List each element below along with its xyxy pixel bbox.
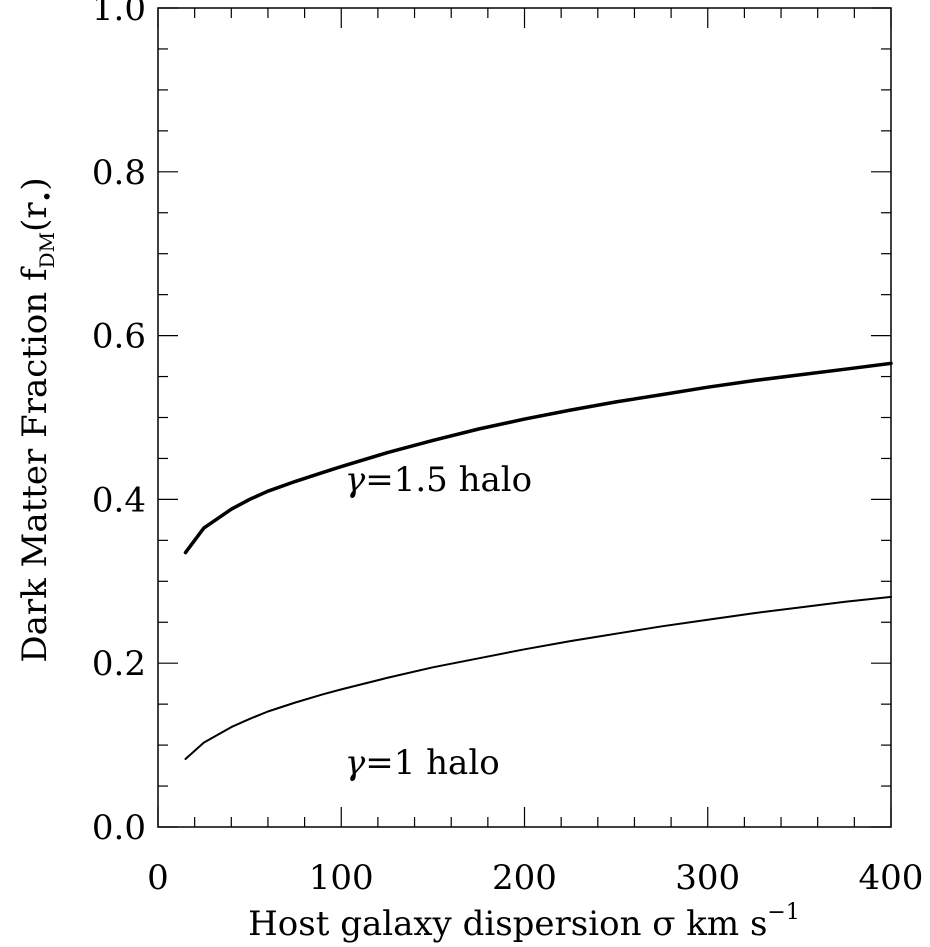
y-axis-label-close: ): [15, 177, 55, 190]
y-axis-label: Dark Matter Fraction fDM(r•): [15, 177, 59, 662]
axis-tick-labels: 0 100 200 300 400 0.0 0.2 0.4 0.6 0.8 1.0: [92, 0, 924, 898]
y-tick-label: 0.0: [92, 808, 146, 848]
series-label-greek: γ: [345, 460, 366, 500]
x-axis-label-text: Host galaxy dispersion σ km s: [248, 904, 767, 944]
series-label-gamma-1-5: γ=1.5 halo: [345, 460, 532, 500]
x-axis-label-exponent: −1: [767, 900, 799, 925]
series-line-gamma-1-5: [183, 361, 893, 555]
y-axis-label-tail: (r: [15, 202, 55, 232]
x-axis-label: Host galaxy dispersion σ km s−1: [248, 900, 800, 944]
axis-ticks: [157, 7, 892, 828]
y-axis-label-star: •: [35, 191, 59, 203]
x-tick-label: 0: [147, 858, 169, 898]
x-tick-label: 300: [675, 858, 740, 898]
y-tick-label: 0.2: [92, 644, 146, 684]
y-tick-label: 1.0: [92, 0, 146, 29]
y-axis-label-subscript: DM: [35, 232, 59, 269]
series-label-rest: =1.5 halo: [365, 460, 532, 500]
series-label-rest: =1 halo: [365, 743, 499, 783]
x-tick-label: 100: [309, 858, 374, 898]
series-line-gamma-1: [184, 595, 892, 760]
x-tick-label: 400: [859, 858, 924, 898]
y-tick-label: 0.6: [92, 317, 146, 357]
x-tick-label: 200: [492, 858, 557, 898]
y-tick-label: 0.8: [92, 153, 146, 193]
data-series: [183, 361, 893, 760]
series-label-greek: γ: [345, 743, 366, 783]
y-axis-label-text: Dark Matter Fraction f: [15, 266, 55, 663]
series-label-gamma-1: γ=1 halo: [345, 743, 500, 783]
y-tick-label: 0.4: [92, 480, 146, 520]
